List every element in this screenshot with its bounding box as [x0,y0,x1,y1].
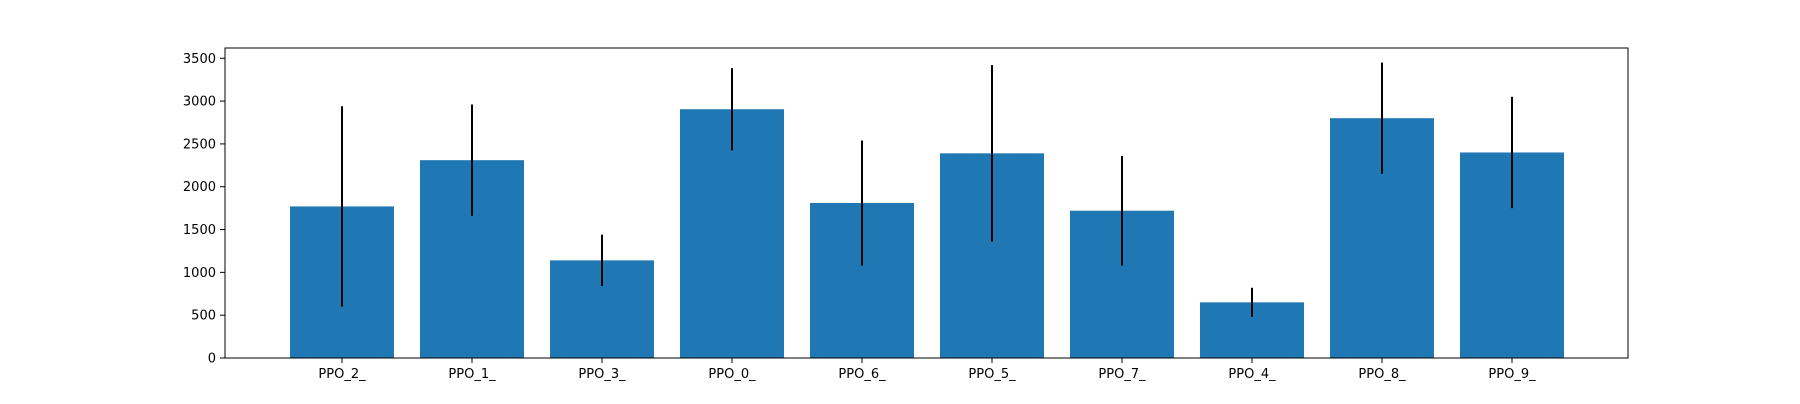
y-tick-label: 1000 [183,266,216,281]
axes-frame [224,47,1629,359]
y-tick-label: 1500 [183,223,216,238]
x-tick-label: PPO_4_ [1228,367,1276,382]
x-tick-label: PPO_8_ [1358,367,1406,382]
y-axis: 0 500 1000 1500 2000 2500 3000 3500 [183,52,225,367]
x-axis: PPO_2_ PPO_1_ PPO_3_ PPO_0_ PPO_6_ PPO_5_ PPO_… [318,358,1536,382]
error-bars-layer [341,62,1513,317]
x-tick-label: PPO_5_ [968,367,1016,382]
y-tick-label: 3500 [183,52,216,67]
y-tick-label: 2000 [183,180,216,195]
bar-PPO_0_ [680,109,784,358]
x-tick-label: PPO_6_ [838,367,886,382]
x-tick-label: PPO_7_ [1098,367,1146,382]
y-tick-label: 3000 [183,95,216,110]
bars-layer [290,109,1564,358]
y-tick-label: 0 [208,352,216,367]
y-tick-label: 2500 [183,137,216,152]
x-tick-label: PPO_9_ [1488,367,1536,382]
y-tick-label: 500 [191,309,216,324]
x-tick-label: PPO_2_ [318,367,366,382]
x-tick-label: PPO_1_ [448,367,496,382]
x-tick-label: PPO_3_ [578,367,626,382]
x-tick-label: PPO_0_ [708,367,756,382]
